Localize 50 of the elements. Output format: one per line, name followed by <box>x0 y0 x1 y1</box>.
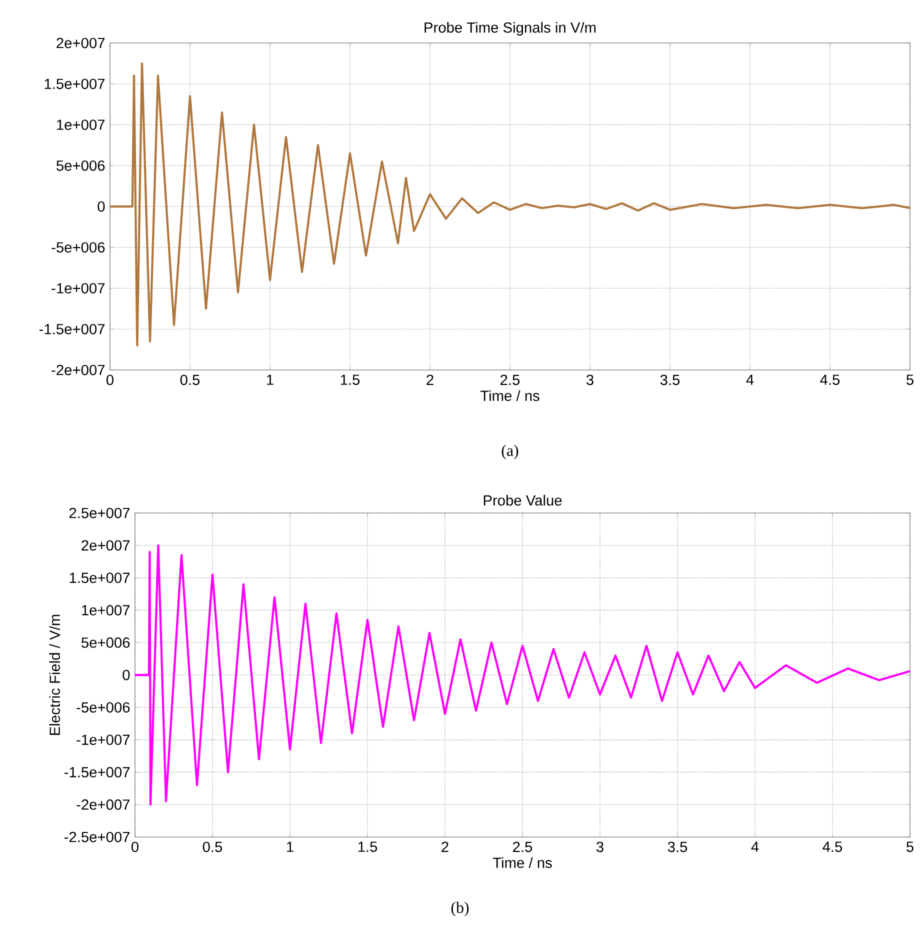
y-tick-label: 2.5e+007 <box>69 508 130 518</box>
y-tick-label: -1e+007 <box>76 734 130 745</box>
y-tick-label: -2e+007 <box>76 799 130 810</box>
x-tick-label: 3.5 <box>668 842 688 852</box>
x-tick-label: 4 <box>751 842 759 852</box>
x-tick-label: 1 <box>267 374 274 385</box>
x-tick-label: 0.5 <box>180 374 200 386</box>
text: (b) <box>451 902 469 916</box>
y-tick-label: 2e+007 <box>56 38 105 48</box>
chart-title: Probe Value <box>484 494 562 506</box>
chart-title: Probe Time Signals in V/m <box>424 22 596 36</box>
y-tick-label: 1.5e+007 <box>70 572 130 583</box>
x-tick-label: 2 <box>442 842 448 852</box>
y-tick-label: 5e+006 <box>56 160 105 171</box>
y-tick-label: 2e+007 <box>82 540 130 551</box>
x-axis-title: Time / ns <box>492 857 552 868</box>
x-tick-label: 2.5 <box>500 374 520 386</box>
x-axis-title: Time / ns <box>480 390 540 402</box>
x-tick-label: 4.5 <box>820 374 840 385</box>
line-series <box>110 62 910 347</box>
y-tick-label: -1.5e+007 <box>39 324 105 334</box>
x-tick-label: 3 <box>596 842 604 852</box>
y-tick-label: -5e+006 <box>52 242 105 253</box>
x-tick-label: 3.5 <box>660 374 680 386</box>
y-tick-label: -1e+007 <box>52 283 105 294</box>
y-tick-label: 1e+007 <box>82 605 130 616</box>
x-tick-label: 2.5 <box>513 842 532 852</box>
line-series <box>134 544 910 806</box>
y-tick-label: -5e+006 <box>76 702 130 713</box>
x-tick-label: 1.5 <box>340 374 360 385</box>
x-tick-label: 1 <box>287 842 294 852</box>
x-tick-label: 5 <box>906 374 914 385</box>
y-tick-label: 5e+006 <box>82 637 130 648</box>
x-tick-label: 1.5 <box>358 842 378 852</box>
x-tick-label: 4.5 <box>822 842 842 852</box>
y-tick-label: 1.5e+007 <box>44 78 105 90</box>
x-tick-label: 0.5 <box>202 842 222 852</box>
text: (a) <box>502 444 518 460</box>
y-tick-label: -2e+007 <box>52 364 105 376</box>
x-tick-label: 0 <box>131 842 138 852</box>
x-tick-label: 2 <box>426 374 434 385</box>
y-tick-label: -1.5e+007 <box>64 767 130 778</box>
x-tick-label: 3 <box>586 374 594 386</box>
y-axis-title: Electric Field / V/m <box>49 614 60 735</box>
y-tick-label: -2.5e+007 <box>64 832 130 842</box>
x-tick-label: 5 <box>906 842 914 852</box>
y-tick-label: 0 <box>98 201 105 212</box>
x-tick-label: 4 <box>746 374 754 385</box>
y-tick-label: 0 <box>122 670 130 680</box>
y-tick-label: 1e+007 <box>57 120 105 130</box>
